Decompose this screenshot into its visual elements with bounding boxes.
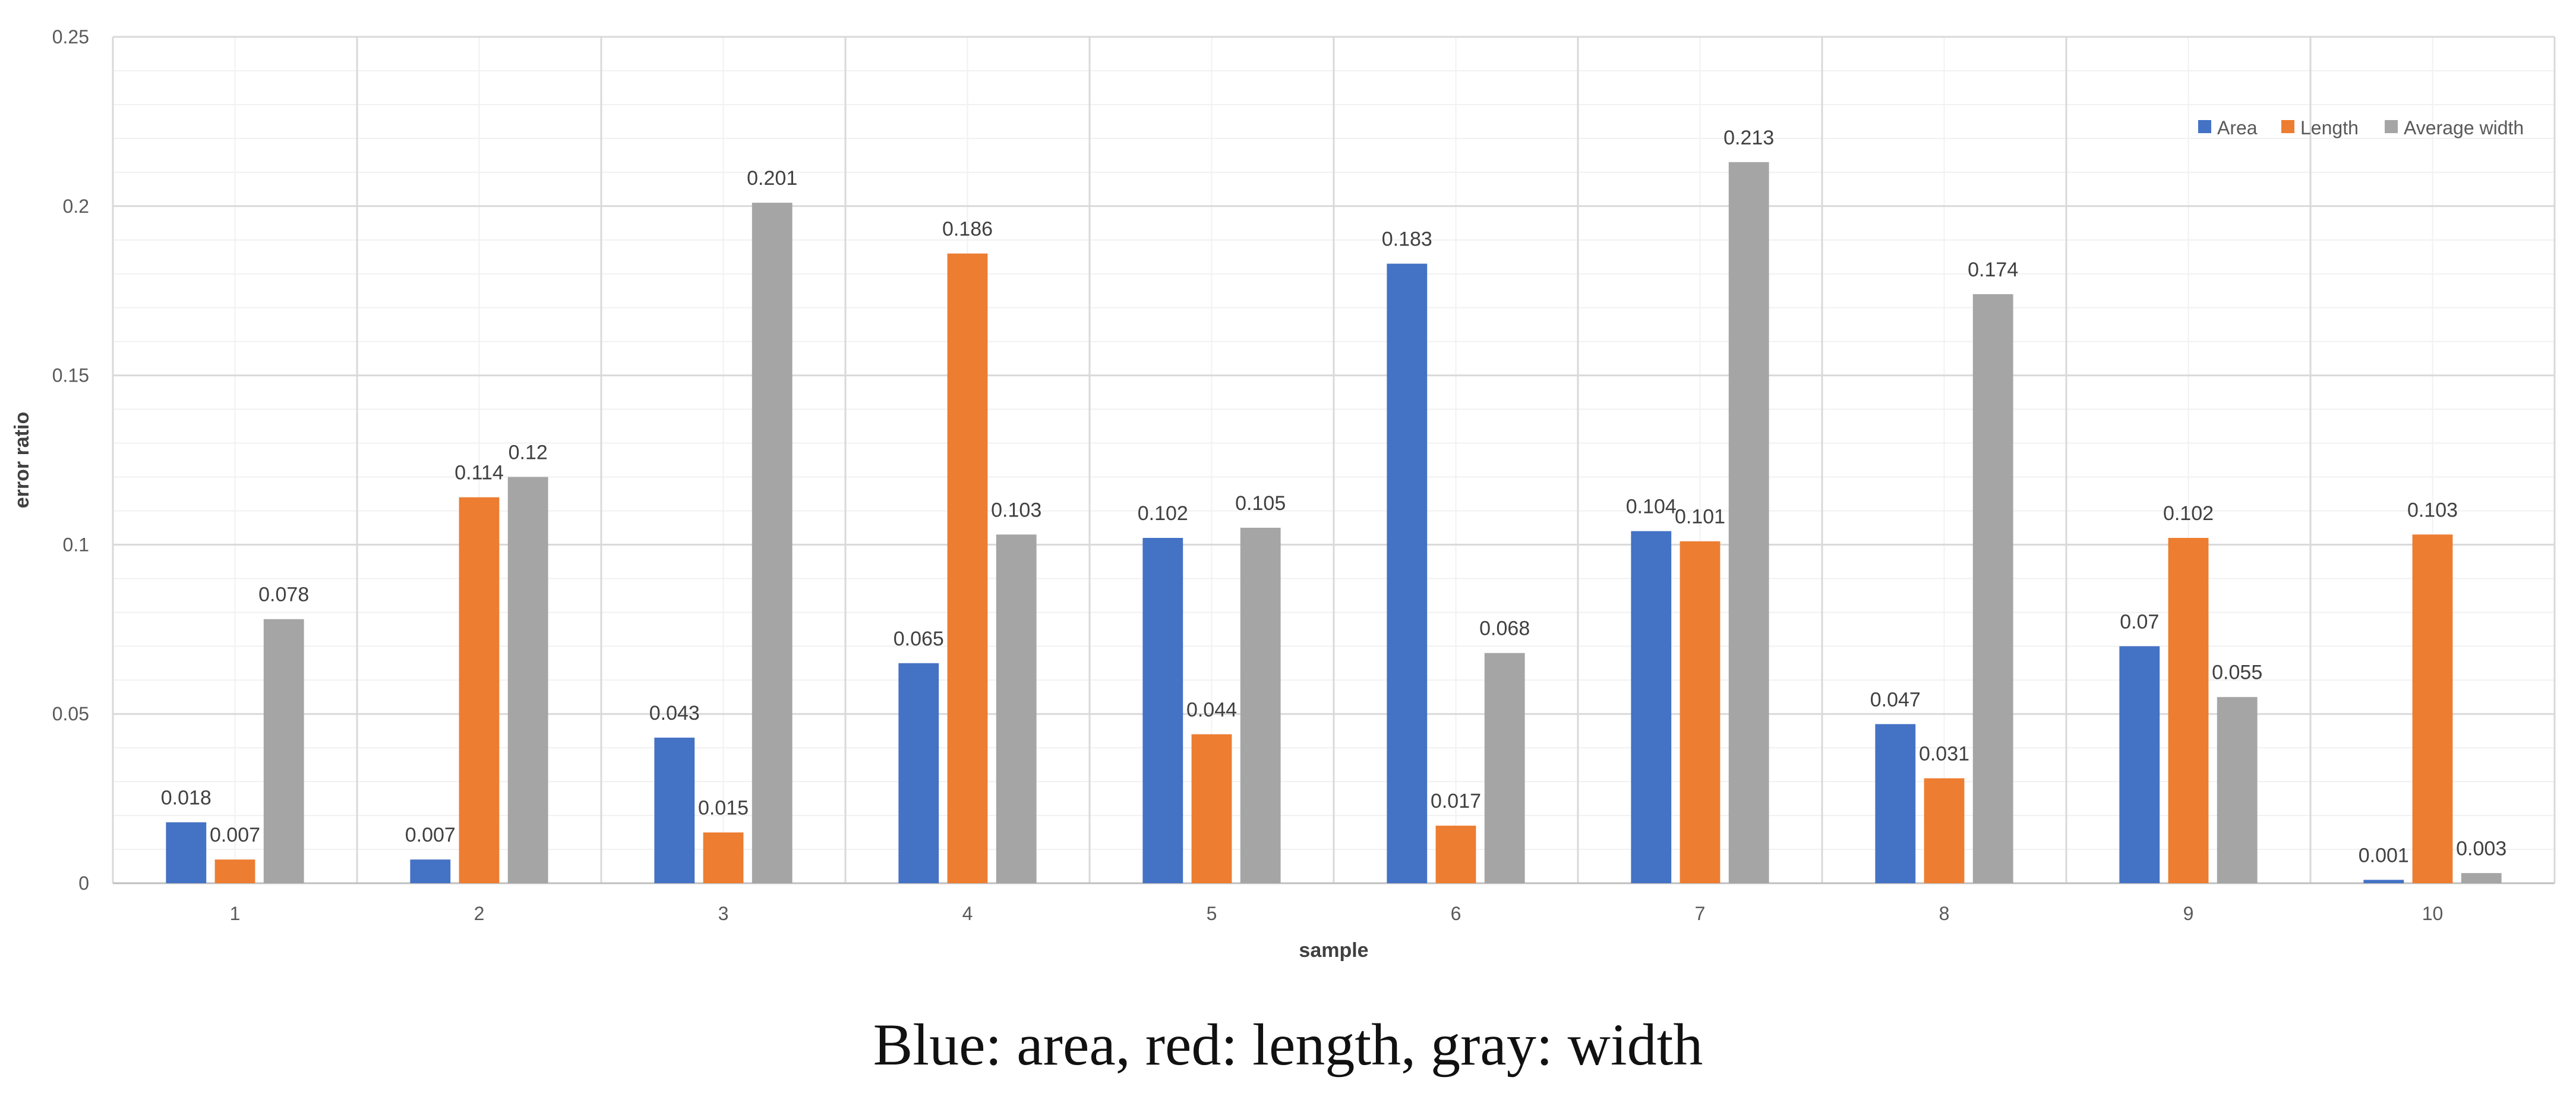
legend-label: Length [2300,117,2359,138]
legend: Area Length Average width [2198,117,2524,138]
data-label: 0.065 [894,628,944,650]
bar [1435,826,1476,883]
bar [2217,697,2258,883]
legend-swatch [2281,120,2294,133]
bar [2168,538,2209,883]
x-tick-label: 1 [230,903,241,924]
data-label: 0.068 [1479,618,1530,640]
data-label: 0.114 [454,462,504,484]
x-tick-label: 10 [2422,903,2444,924]
bar [947,253,988,884]
data-label: 0.078 [258,584,309,606]
data-label: 0.174 [1968,259,2018,281]
x-tick-label: 6 [1451,903,1461,924]
data-label: 0.104 [1626,496,1677,518]
bar [1875,724,1916,883]
data-label: 0.102 [2163,502,2214,525]
y-axis-ticks: 0 0.05 0.1 0.15 0.2 0.25 [52,26,89,894]
y-tick-label: 0.15 [52,365,89,386]
y-tick-label: 0.05 [52,703,89,725]
data-label: 0.12 [509,441,548,464]
bar [214,859,255,883]
bar [703,832,744,883]
x-tick-label: 9 [2183,903,2194,924]
legend-swatch [2198,120,2211,133]
data-label: 0.07 [2120,610,2159,633]
bars [166,162,2502,884]
bar [898,663,939,883]
x-tick-label: 4 [962,903,973,924]
data-label: 0.183 [1382,228,1432,251]
data-label: 0.003 [2456,837,2506,860]
bar [2412,534,2453,883]
bar [410,859,451,883]
bar [1142,538,1183,883]
data-label: 0.015 [698,797,749,820]
bar [654,738,695,883]
bar [507,477,548,883]
data-label: 0.047 [1870,688,1921,711]
bar [996,534,1037,883]
figure-caption: Blue: area, red: length, gray: width [873,1012,1703,1078]
bar [1972,294,2013,883]
bar [1240,527,1281,883]
bar [1680,541,1721,883]
x-tick-label: 3 [718,903,729,924]
x-tick-label: 5 [1207,903,1217,924]
bar [1631,531,1672,883]
y-tick-label: 0.25 [52,26,89,48]
legend-swatch [2385,120,2398,133]
data-label: 0.031 [1919,742,1969,765]
bar [2363,880,2404,883]
data-label: 0.007 [210,824,260,846]
data-label: 0.213 [1723,127,1774,149]
bar [459,497,500,883]
x-tick-label: 8 [1939,903,1950,924]
bar [1924,778,1965,883]
bar [1191,734,1232,883]
data-label: 0.044 [1186,698,1237,721]
bar [1728,162,1769,884]
data-label: 0.105 [1235,492,1286,515]
data-label: 0.055 [2212,662,2262,684]
bar [1387,263,1428,884]
y-tick-label: 0.2 [63,196,89,217]
data-label: 0.018 [161,786,211,809]
data-label: 0.103 [991,499,1041,521]
data-label: 0.186 [942,218,993,241]
bar [1484,653,1525,883]
bar-chart: 00.050.10.150.20.25 1 2 3 4 5 6 7 8 9 10 0.0180.0… [11,26,2556,962]
x-tick-label: 2 [474,903,485,924]
x-axis-ticks: 1 2 3 4 5 6 7 8 9 10 [230,903,2444,924]
data-label: 0.043 [649,702,700,725]
y-tick-label: 0.1 [63,534,89,555]
data-label: 0.007 [405,824,456,846]
data-label: 0.103 [2407,499,2458,521]
bar [166,822,207,883]
bar [752,203,793,883]
legend-label: Average width [2404,117,2524,138]
data-label: 0.102 [1138,502,1188,525]
bar [2461,873,2502,883]
x-axis-title: sample [1299,939,1368,962]
data-label: 0.101 [1675,506,1725,528]
data-label: 0.017 [1431,790,1481,812]
y-tick-label: 0 [78,873,89,894]
x-tick-label: 7 [1695,903,1706,924]
bar [2119,646,2160,883]
y-axis-title: error ratio [11,412,33,509]
data-label: 0.201 [747,167,797,190]
data-label: 0.001 [2359,844,2409,867]
legend-label: Area [2217,117,2258,138]
bar [263,619,304,883]
